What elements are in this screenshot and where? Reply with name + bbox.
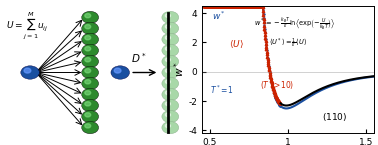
Circle shape [24,68,31,73]
Circle shape [82,122,99,134]
Text: $T^*\!=\!1$: $T^*\!=\!1$ [210,83,233,96]
Circle shape [165,124,170,128]
Circle shape [165,58,170,62]
Circle shape [162,55,179,68]
Circle shape [162,99,179,112]
Circle shape [162,22,179,35]
Circle shape [85,13,91,18]
Circle shape [85,58,91,62]
Circle shape [85,102,91,106]
Circle shape [165,14,170,18]
Circle shape [165,47,170,51]
Circle shape [165,113,170,117]
Circle shape [162,77,179,90]
Circle shape [85,91,91,95]
Circle shape [85,47,91,51]
Circle shape [85,25,91,29]
Circle shape [82,22,99,35]
Circle shape [165,69,170,73]
Text: $U=\sum_{j=1}^{M}u_{ij}$: $U=\sum_{j=1}^{M}u_{ij}$ [6,10,48,41]
Circle shape [85,113,91,117]
Circle shape [82,110,99,123]
Y-axis label: $w^*$: $w^*$ [172,62,186,77]
Circle shape [82,33,99,46]
Circle shape [21,66,39,79]
Circle shape [82,66,99,79]
Circle shape [165,80,170,84]
Circle shape [85,69,91,73]
Circle shape [85,80,91,84]
Text: $\langle U \rangle$: $\langle U \rangle$ [229,39,243,50]
Circle shape [165,36,170,40]
Circle shape [111,66,129,79]
Text: $D^*$: $D^*$ [132,51,147,65]
Circle shape [162,11,179,23]
Circle shape [162,110,179,123]
Circle shape [162,88,179,101]
Text: $w^*$: $w^*$ [212,10,226,22]
Circle shape [162,66,179,79]
Circle shape [165,91,170,95]
Text: $\langle U^*\rangle=\frac{1}{\varepsilon}\langle U\rangle$: $\langle U^*\rangle=\frac{1}{\varepsilon… [270,37,308,50]
Circle shape [162,44,179,57]
Circle shape [162,33,179,46]
Circle shape [165,102,170,106]
Circle shape [165,25,170,29]
Circle shape [82,11,99,23]
Text: $(T^*\!>\!10)$: $(T^*\!>\!10)$ [260,79,294,92]
Circle shape [85,124,91,128]
Circle shape [82,55,99,68]
Circle shape [82,77,99,90]
Circle shape [114,68,121,73]
Text: $w^*=-\frac{k_BT}{\varepsilon}\ln\!\left\langle\exp\!\left(-\frac{U}{k_BT}\right: $w^*=-\frac{k_BT}{\varepsilon}\ln\!\left… [254,16,336,32]
Circle shape [82,44,99,57]
Circle shape [85,36,91,40]
Text: $(110)$: $(110)$ [322,111,348,123]
Circle shape [162,122,179,134]
Circle shape [82,88,99,101]
Circle shape [82,99,99,112]
